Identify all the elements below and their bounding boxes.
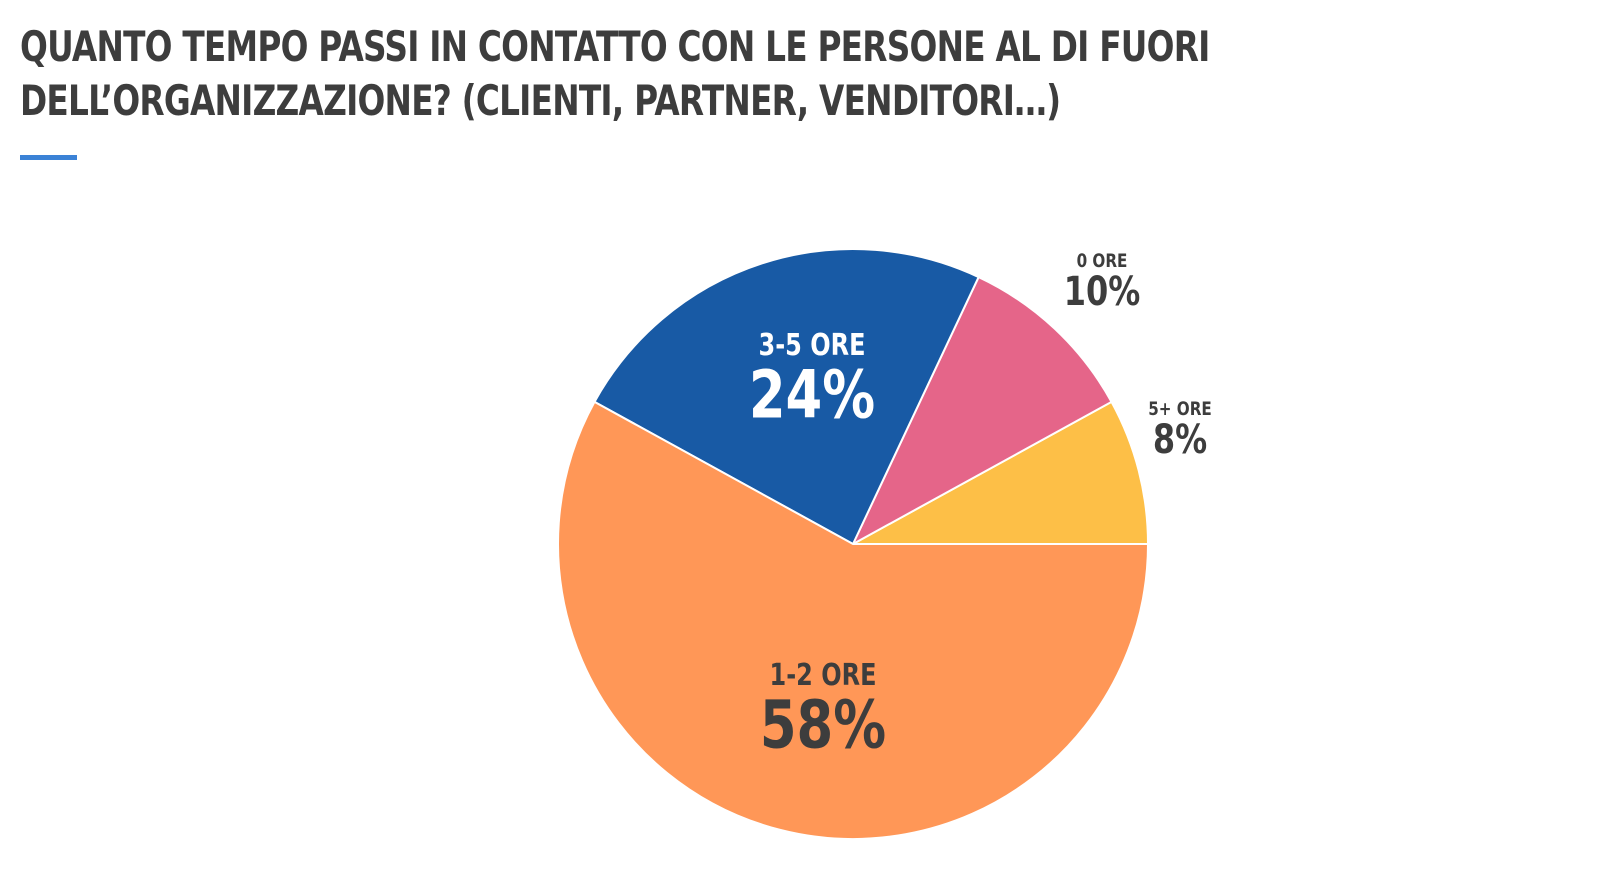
slice-category-label-1-2-ore: 1-2 ORE — [770, 658, 877, 692]
slice-category-label-3-5-ore: 3-5 ORE — [759, 328, 866, 362]
slice-category-label-5-ore: 5+ ORE — [1148, 398, 1212, 420]
pie-slice-1-2-ore — [557, 400, 1150, 840]
slice-value-label-1-2-ore: 58% — [760, 688, 886, 764]
pie-slice-0-ore — [850, 275, 1113, 547]
slice-value-label-3-5-ore: 24% — [749, 358, 875, 434]
page-title-line-1: Quanto tempo passi in contatto con le pe… — [20, 22, 1210, 71]
page-title-line-2: dell’organizzazione? (clienti, partner, … — [20, 76, 1061, 125]
title-accent-bar — [20, 155, 77, 160]
page-title: Quanto tempo passi in contatto con le pe… — [20, 20, 1210, 128]
slice-value-label-5-ore: 8% — [1153, 415, 1207, 462]
pie-slice-3-5-ore — [593, 248, 980, 546]
slice-category-label-0-ore: 0 ORE — [1077, 250, 1128, 272]
slice-value-label-0-ore: 10% — [1064, 267, 1141, 314]
pie-slice-5-ore — [852, 400, 1150, 545]
